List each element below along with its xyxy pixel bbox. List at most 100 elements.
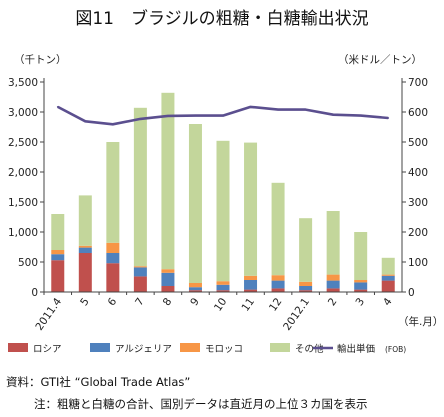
right-axis-unit: （米ドル／トン）: [338, 53, 422, 66]
price-point: [194, 114, 197, 117]
right-tick-label: 0: [408, 287, 415, 299]
bar-other: [216, 140, 230, 282]
x-tick-label: 6: [106, 296, 120, 309]
right-tick-label: 200: [408, 227, 428, 239]
bar-russia: [51, 260, 65, 292]
price-point: [304, 108, 307, 111]
bar-other: [271, 182, 285, 276]
bar-russia: [216, 290, 230, 292]
x-tick-label: 5: [78, 296, 92, 308]
left-tick-label: 2,500: [8, 137, 38, 149]
bar-morocco: [244, 275, 258, 280]
left-tick-label: 500: [18, 257, 38, 269]
right-tick-label: 500: [408, 137, 428, 149]
left-axis-unit: （千トン）: [14, 54, 67, 66]
x-tick-label: 8: [161, 296, 175, 308]
price-line-series: [56, 105, 390, 126]
bar-algeria: [381, 275, 395, 281]
bar-morocco: [326, 274, 340, 281]
bar-russia: [133, 276, 147, 292]
price-point: [111, 123, 114, 126]
price-point: [222, 114, 224, 117]
bar-morocco: [354, 280, 368, 283]
bar-other: [188, 124, 202, 283]
right-axis-ticks: 0 100 200 300 400 500 600 700: [402, 77, 428, 299]
left-axis-ticks: 0 500 1,000 1,500 2,000 2,500 3,000 3,500: [8, 77, 44, 299]
bar-russia: [299, 290, 313, 292]
x-tick-label: 11: [239, 296, 257, 314]
right-tick-label: 400: [408, 167, 428, 179]
price-point: [167, 115, 169, 117]
bar-algeria: [244, 280, 258, 290]
right-tick-label: 100: [408, 257, 428, 269]
legend: ロシア アルジェリア モロッコ その他 輸出単価 (FOB): [8, 343, 406, 355]
bar-morocco: [271, 275, 285, 281]
bar-algeria: [133, 267, 147, 277]
bar-morocco: [78, 245, 92, 248]
price-point: [359, 114, 362, 117]
x-tick-label: 2: [326, 296, 340, 308]
bar-russia: [354, 289, 368, 292]
source-note: 資料：GTI社 “Global Trade Atlas”: [6, 375, 190, 389]
bar-other: [133, 107, 147, 267]
right-tick-label: 700: [408, 77, 428, 89]
x-tick-label: 7: [133, 296, 147, 308]
x-tick-label: 3: [353, 296, 367, 308]
right-tick-label: 600: [408, 107, 428, 119]
x-tick-label: 9: [188, 296, 202, 308]
bar-algeria: [326, 280, 340, 289]
legend-label: アルジェリア: [115, 344, 172, 355]
legend-label: ロシア: [33, 344, 62, 355]
x-tick-label: 4: [381, 296, 395, 309]
x-tick-label: 2011.4: [33, 296, 64, 333]
footnote: 注：粗糖と白糖の合計、国別データは直近月の上位３カ国を表示: [34, 397, 368, 411]
bar-algeria: [161, 272, 175, 286]
x-tick-label: 2012.1: [281, 296, 312, 333]
bar-algeria: [216, 284, 230, 291]
left-tick-label: 3,500: [8, 77, 38, 89]
legend-swatch-morocco: [180, 343, 200, 352]
left-tick-label: 0: [31, 287, 38, 299]
price-point: [56, 106, 59, 108]
price-point: [249, 106, 252, 108]
bar-algeria: [78, 247, 92, 253]
left-tick-label: 3,000: [8, 107, 38, 119]
bar-morocco: [106, 242, 120, 253]
bar-algeria: [271, 280, 285, 289]
bar-other: [51, 214, 65, 250]
bar-russia: [78, 253, 92, 292]
bar-other: [78, 195, 92, 246]
bar-other: [161, 92, 175, 270]
legend-label-suffix: (FOB): [385, 345, 406, 354]
legend-swatch-algeria: [90, 343, 110, 352]
price-point: [387, 117, 390, 119]
plot-frame: [43, 78, 403, 293]
bar-other: [244, 142, 258, 276]
bar-russia: [161, 286, 175, 292]
legend-swatch-russia: [8, 343, 28, 352]
bar-morocco: [381, 274, 395, 276]
bar-other: [106, 142, 120, 243]
left-tick-label: 2,000: [8, 167, 38, 179]
bar-other: [326, 211, 340, 275]
bar-russia: [188, 290, 202, 292]
bar-morocco: [216, 281, 230, 285]
bar-algeria: [188, 287, 202, 291]
bar-morocco: [188, 283, 202, 288]
price-point: [139, 118, 142, 120]
bar-series: [51, 92, 395, 292]
left-tick-label: 1,000: [8, 227, 38, 239]
bar-morocco: [51, 250, 65, 255]
legend-label: モロッコ: [205, 344, 243, 355]
left-tick-label: 1,500: [8, 197, 38, 209]
bar-morocco: [133, 266, 147, 268]
x-tick-label: 12: [267, 296, 285, 314]
right-tick-label: 300: [408, 197, 428, 209]
bar-russia: [326, 288, 340, 292]
figure-title: 図11 ブラジルの粗糖・白糖輸出状況: [75, 8, 368, 29]
price-point: [84, 120, 87, 123]
bar-algeria: [354, 282, 368, 290]
bar-russia: [244, 289, 258, 292]
